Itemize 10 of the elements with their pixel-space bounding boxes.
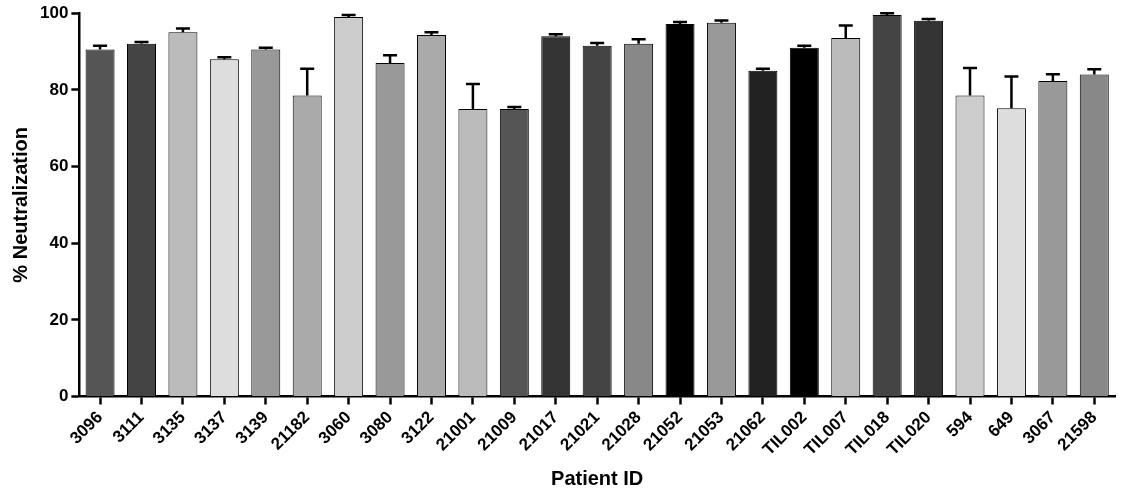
x-tick-label: 594 bbox=[942, 407, 977, 441]
y-axis-title: % Neutralization bbox=[8, 127, 31, 283]
y-tick-label: 0 bbox=[58, 386, 69, 406]
y-tick-label: 60 bbox=[49, 156, 69, 176]
y-tick-label: 40 bbox=[49, 232, 69, 252]
x-axis-title: Patient ID bbox=[551, 466, 644, 489]
y-tick-label: 80 bbox=[49, 79, 69, 99]
y-tick-label: 20 bbox=[49, 309, 69, 329]
y-tick-label: 100 bbox=[39, 2, 69, 22]
x-tick-label: 649 bbox=[984, 407, 1018, 441]
